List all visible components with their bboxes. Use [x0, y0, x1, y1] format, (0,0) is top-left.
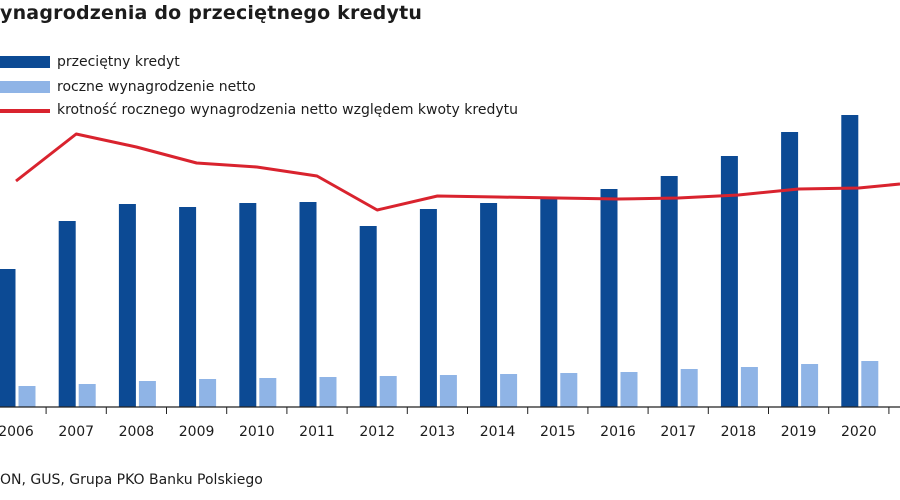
bar-salary-2015: [560, 373, 578, 407]
bar-salary-2017: [680, 369, 698, 407]
source-note: ON, GUS, Grupa PKO Banku Polskiego: [0, 472, 263, 488]
bar-salary-2010: [259, 378, 277, 407]
bar-loan-2006: [0, 269, 16, 407]
x-tick-label-2020: 2020: [841, 424, 877, 440]
bar-loan-2015: [540, 197, 558, 407]
bar-loan-2010: [239, 203, 257, 407]
bar-loan-2008: [118, 204, 136, 407]
bar-loan-2018: [720, 156, 738, 407]
x-tick-label-2012: 2012: [359, 424, 395, 440]
x-tick-label-2006: 2006: [0, 424, 34, 440]
x-tick-label-2010: 2010: [239, 424, 275, 440]
bar-salary-2013: [439, 375, 457, 407]
chart-plot-area: 2006 2007 2008 2009 2010 2011 2012 2013 2014 2015…: [0, 115, 900, 440]
x-tick-label-2019: 2019: [781, 424, 817, 440]
x-tick-label-2014: 2014: [480, 424, 516, 440]
bar-salary-2006: [18, 386, 36, 407]
bar-salary-2018: [740, 367, 758, 407]
bar-loan-2014: [480, 203, 498, 407]
bar-loan-2020: [841, 115, 859, 407]
bar-loan-2019: [781, 132, 799, 407]
bar-salary-2014: [500, 374, 518, 407]
bar-loan-2011: [299, 202, 317, 407]
legend-swatch-loan: [0, 56, 50, 68]
x-tick-label-2018: 2018: [721, 424, 757, 440]
legend-swatch-salary: [0, 81, 50, 93]
bar-salary-2016: [620, 372, 638, 407]
bar-salary-2008: [138, 381, 156, 407]
x-tick-label-2007: 2007: [58, 424, 94, 440]
x-tick-label-2017: 2017: [660, 424, 696, 440]
x-tick-label-2008: 2008: [119, 424, 155, 440]
bar-loan-2007: [58, 221, 76, 407]
chart-title: ynagrodzenia do przeciętnego kredytu: [0, 2, 423, 24]
legend-label-salary: roczne wynagrodzenie netto: [57, 79, 256, 95]
legend-swatch-multiple: [0, 109, 50, 113]
bar-loan-2013: [419, 209, 437, 407]
x-tick-label-2011: 2011: [299, 424, 335, 440]
bar-loan-2009: [179, 207, 197, 407]
bar-loan-2017: [660, 176, 678, 407]
bar-loan-2016: [600, 189, 618, 407]
bar-salary-2020: [861, 361, 879, 407]
x-tick-label-2015: 2015: [540, 424, 576, 440]
bar-salary-2011: [319, 377, 337, 407]
line-multiple: [15, 132, 900, 212]
x-tick-label-2009: 2009: [179, 424, 215, 440]
legend-label-multiple: krotność rocznego wynagrodzenia netto wz…: [57, 102, 518, 118]
x-tick-label-2013: 2013: [420, 424, 456, 440]
legend-label-loan: przeciętny kredyt: [57, 54, 180, 70]
bar-salary-2019: [801, 364, 819, 407]
x-tick-label-2016: 2016: [600, 424, 636, 440]
bar-loan-2012: [359, 226, 377, 407]
bar-salary-2009: [199, 379, 217, 407]
bar-salary-2012: [379, 376, 397, 407]
bar-salary-2007: [78, 384, 96, 407]
